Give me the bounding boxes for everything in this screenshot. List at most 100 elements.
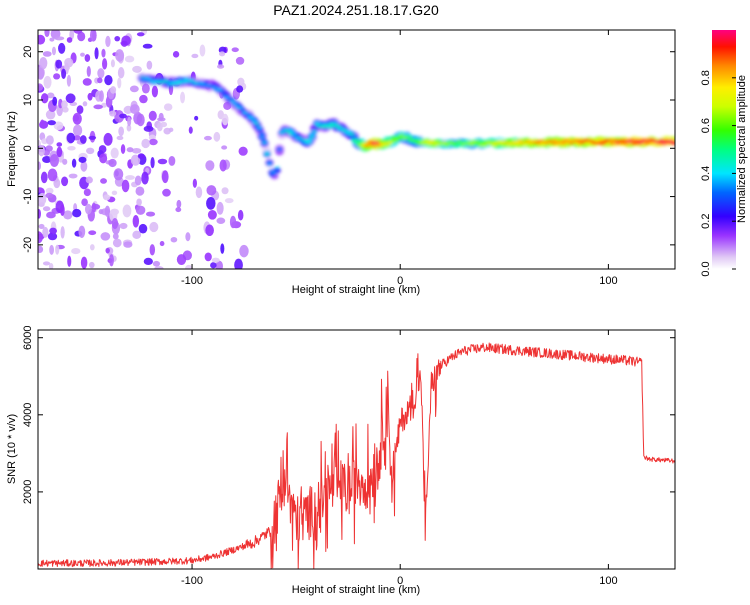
spectrogram-blob [170,236,178,243]
spectrogram-ridge [137,73,675,180]
colorbar: 0.0 0.2 0.4 0.6 0.8 Normalized spectral ampl… [700,30,748,277]
spectrogram-ridge-cell [411,141,417,143]
spectrogram-blob [216,217,226,224]
spectrogram-ridge-cell [576,140,582,143]
spectrogram-ridge-cell [661,142,667,144]
spectrogram-ridge-cell [621,139,627,141]
spectrogram-ridge-cell [263,150,271,155]
spectrogram-blob [43,75,52,89]
spectrogram-blob [160,121,168,128]
spectrogram-blob [85,176,93,184]
spectrogram-ridge-cell [311,130,318,132]
spectrogram-ridge-cell [419,142,425,144]
spectrogram-ridge-cell [469,143,475,145]
spectrogram-ridge-cell [309,136,315,139]
spectrogram-blob [55,59,63,69]
spectrogram-blob [110,59,115,68]
snr-panel: -100 0 100 2000 4000 6000 Height of straight … [6,325,676,596]
snr-y-tick-label: 6000 [22,325,34,349]
spectrogram-blob [163,103,173,111]
spectrogram-blob [88,230,97,236]
spectrogram-blob [162,188,171,197]
spectrogram-ridge-cell [356,144,363,147]
spectrogram-blob [210,262,217,269]
spectrogram-blob [114,110,125,123]
spectrogram-ridge-cell [226,97,233,100]
spectrogram-blob [122,204,132,218]
spectrogram-ridge-cell [394,137,400,140]
spectrogram-ridge-cell [564,139,570,141]
spectrogram-ridge-cell [174,83,180,85]
spectrogram-blob [220,243,225,254]
colorbar-tick-label: 0.0 [700,261,712,276]
spectrogram-blob [238,146,248,156]
spectrogram-blob [195,186,203,199]
spectrogram-ridge-cell [596,141,602,144]
spectrogram-blob [159,241,165,247]
spectrogram-blob [66,74,72,87]
spectrogram-blob [84,54,91,62]
spectrogram-blob [47,92,55,99]
spectrogram-ridge-cell [256,127,263,131]
spectrogram-blob [237,209,244,221]
spectrogram-blob [45,109,56,120]
colorbar-label: Normalized spectral amplitude [736,75,748,223]
snr-y-tick-label: 4000 [22,403,34,427]
spectrogram-blob [113,168,124,181]
spectrogram-blob [84,203,92,215]
spectrogram-blob [38,223,45,230]
spectrogram-ridge-cell [201,83,208,86]
spectrogram-ridge-cell [239,107,245,110]
spectrogram-ridge-cell [196,80,203,83]
colorbar-tick-label: 0.8 [700,70,712,85]
spectrogram-blob [72,208,82,218]
spectrogram-blob [111,217,119,230]
spectrogram-blob [207,209,217,220]
spectrogram-ridge-cell [466,141,472,144]
snr-ticks: -100 0 100 2000 4000 6000 [22,325,675,587]
spectrogram-blob [105,247,110,254]
spectrogram-ridge-cell [624,141,630,144]
spectrogram-ridge-cell [574,139,580,141]
spectrogram-blob [38,192,47,206]
spectrogram-blob [60,226,65,239]
spectrogram-blob [73,30,83,34]
spectrogram-ridge-cell [424,140,430,142]
spectrogram-ridge-cell [416,140,422,143]
spectrogram-ridge-cell [266,161,273,165]
spectrogram-blob [219,159,227,172]
spectrogram-ridge-cell [396,135,403,137]
spectrogram-ridge-cell [656,142,662,144]
spectrogram-blob [53,121,64,130]
spectrogram-blob [188,126,193,134]
spectrogram-blob [136,198,142,206]
spectrogram-blob [86,147,95,155]
spectrogram-blob [98,145,107,154]
spectrogram-blob [236,85,244,93]
spectrogram-blob [49,37,55,42]
spectrogram-blob [47,232,58,241]
spectrogram-ridge-cell [664,141,670,143]
spectrogram-blob [121,179,130,193]
spectrogram-blob [206,185,217,196]
colorbar-ticks: 0.0 0.2 0.4 0.6 0.8 [700,70,736,277]
spectrogram-blob [221,187,229,195]
spectrogram-blob [61,100,68,109]
spectrogram-blob [158,112,164,121]
spectrogram-blob [56,142,63,147]
spectrogram-blob [42,261,51,266]
spectrogram-blob [192,178,197,188]
spectrogram-blob [98,209,104,215]
spectrogram-blob [205,160,215,171]
spectrogram-ridge-cell [636,139,642,141]
spectrogram-blob [132,230,142,240]
spectrogram-blob [68,173,78,179]
spectrogram-blob [138,223,148,234]
colorbar-tick-label: 0.2 [700,214,712,229]
spectrogram-blob [150,156,155,169]
spectrogram-blob [66,37,73,43]
spectrogram-blob [71,158,77,168]
spectrogram-ridge-cell [284,130,290,132]
